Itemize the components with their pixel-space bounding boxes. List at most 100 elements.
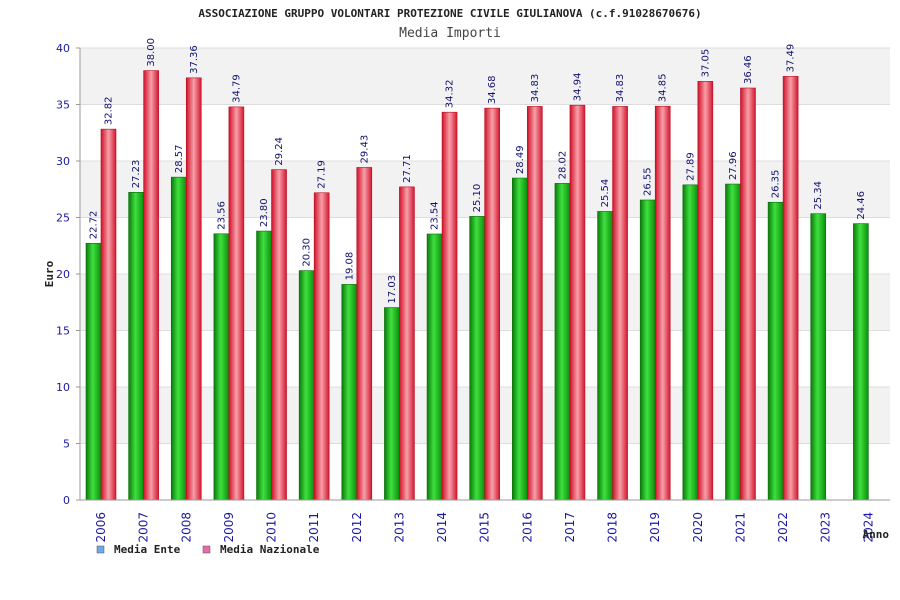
- bar-media-nazionale-2017: [569, 104, 586, 501]
- bar-media-nazionale-2011: [313, 192, 330, 501]
- x-tick-label: 2009: [222, 512, 236, 543]
- value-label: 24.46: [856, 191, 867, 220]
- bar-media-ente-2018: [597, 211, 613, 501]
- bar-media-nazionale-2022: [782, 76, 799, 501]
- bar-media-nazionale-2008: [185, 77, 202, 501]
- value-label: 37.05: [700, 49, 711, 78]
- y-tick-label: 30: [56, 155, 70, 168]
- x-tick-label: 2014: [435, 512, 449, 543]
- value-label: 25.54: [600, 179, 611, 208]
- bar-media-nazionale-2013: [399, 186, 415, 501]
- value-label: 34.83: [530, 74, 541, 103]
- x-tick-label: 2021: [733, 512, 747, 543]
- value-label: 27.71: [402, 154, 413, 183]
- x-axis-ticks: 2006 2007 2008 2009 2010 2011 2012 2013 2014 2015…: [94, 512, 875, 543]
- bar-media-nazionale-2006: [100, 128, 117, 501]
- x-tick-label: 2007: [137, 512, 151, 543]
- bar-media-ente-2016: [512, 177, 528, 501]
- bar-media-nazionale-2019: [654, 105, 671, 501]
- chart-subtitle: Media Importi: [399, 26, 501, 41]
- bar-media-nazionale-2021: [740, 87, 756, 501]
- value-label: 28.49: [515, 145, 526, 174]
- value-label: 27.96: [728, 151, 739, 180]
- x-axis-label: Anno: [863, 528, 890, 541]
- value-label: 28.57: [174, 145, 185, 174]
- bar-media-nazionale-2015: [484, 107, 500, 501]
- x-tick-label: 2023: [819, 512, 833, 543]
- bar-media-ente-2013: [384, 307, 400, 501]
- value-label: 32.82: [104, 96, 115, 125]
- value-label: 19.08: [344, 252, 355, 281]
- value-label: 37.36: [189, 45, 200, 74]
- value-label: 28.02: [557, 151, 568, 180]
- value-label: 29.43: [359, 135, 370, 164]
- y-tick-label: 40: [56, 42, 70, 55]
- legend: Media Ente Media Nazionale: [96, 543, 320, 556]
- bar-media-ente-2022: [767, 201, 784, 501]
- y-tick-label: 10: [56, 381, 70, 394]
- value-label: 34.68: [487, 75, 498, 104]
- value-label: 25.34: [813, 181, 824, 210]
- value-label: 20.30: [302, 238, 313, 267]
- value-label: 17.03: [387, 275, 398, 304]
- value-label: 22.72: [89, 211, 100, 240]
- bar-media-nazionale-2009: [228, 106, 245, 501]
- x-tick-label: 2011: [307, 512, 321, 543]
- value-label: 27.23: [131, 160, 142, 189]
- value-label: 26.55: [643, 167, 654, 196]
- x-tick-label: 2017: [563, 512, 577, 543]
- bar-media-ente-2015: [469, 216, 485, 501]
- bar-media-ente-2008: [170, 176, 187, 501]
- y-tick-label: 5: [63, 438, 70, 451]
- x-tick-label: 2012: [350, 512, 364, 543]
- x-tick-label: 2024: [861, 512, 875, 543]
- value-label: 23.80: [259, 198, 270, 227]
- value-label: 23.54: [430, 201, 441, 230]
- x-tick-label: 2016: [520, 512, 534, 543]
- x-tick-label: 2019: [648, 512, 662, 543]
- bar-media-ente-2021: [725, 183, 741, 501]
- bar-media-ente-2006: [85, 242, 102, 501]
- chart-title: ASSOCIAZIONE GRUPPO VOLONTARI PROTEZIONE…: [198, 7, 701, 20]
- y-axis-label: Euro: [43, 260, 56, 287]
- value-label: 34.79: [231, 74, 242, 103]
- legend-label-media-ente: Media Ente: [114, 543, 181, 556]
- x-tick-label: 2022: [776, 512, 790, 543]
- value-label: 26.35: [771, 170, 782, 199]
- y-tick-label: 35: [56, 99, 70, 112]
- x-tick-label: 2018: [606, 512, 620, 543]
- bar-media-ente-2007: [128, 192, 144, 501]
- bar-media-ente-2009: [213, 233, 230, 501]
- bar-media-nazionale-2016: [527, 106, 543, 501]
- legend-label-media-nazionale: Media Nazionale: [220, 543, 320, 556]
- bar-media-ente-2014: [426, 233, 443, 501]
- bar-media-nazionale-2020: [697, 81, 714, 501]
- y-tick-label: 20: [56, 268, 70, 281]
- bar-media-nazionale-2012: [356, 167, 373, 501]
- value-label: 38.00: [146, 38, 157, 67]
- bar-media-ente-2011: [298, 270, 315, 501]
- bar-media-ente-2020: [682, 184, 699, 501]
- y-tick-label: 15: [56, 325, 70, 338]
- bar-media-nazionale-2010: [271, 169, 287, 501]
- value-label: 23.56: [216, 201, 227, 230]
- x-tick-label: 2006: [94, 512, 108, 543]
- bar-media-ente-2023: [810, 213, 827, 501]
- x-tick-label: 2008: [179, 512, 193, 543]
- x-tick-label: 2020: [691, 512, 705, 543]
- bar-media-nazionale-2014: [441, 111, 458, 501]
- value-label: 34.85: [658, 74, 669, 103]
- legend-swatch-media-nazionale: [202, 545, 211, 554]
- value-label: 34.94: [572, 73, 583, 102]
- bar-media-ente-2010: [256, 230, 272, 501]
- value-label: 34.83: [615, 74, 626, 103]
- legend-swatch-media-ente: [96, 545, 105, 554]
- bar-media-ente-2019: [639, 199, 656, 501]
- value-label: 25.10: [472, 184, 483, 213]
- y-axis-ticks: 0 5 10 15 20 25 30 35 40: [56, 42, 80, 507]
- x-tick-label: 2013: [392, 512, 406, 543]
- value-label: 37.49: [786, 44, 797, 73]
- value-labels: 22.72 32.82 27.23 38.00 28.57 37.36 23.56 34.79…: [89, 38, 867, 304]
